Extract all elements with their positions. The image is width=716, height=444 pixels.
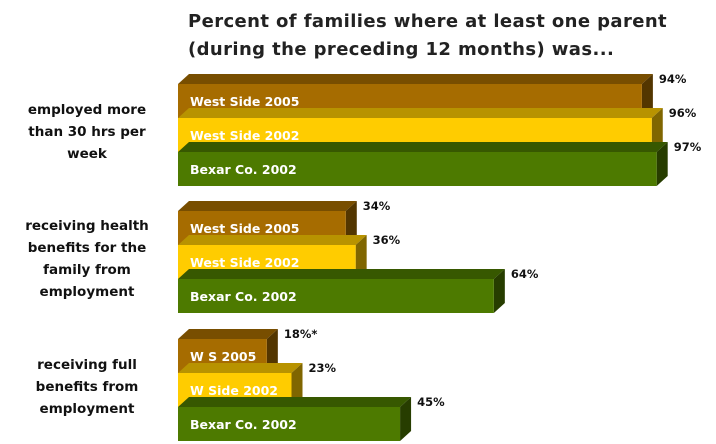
bar-top-face	[178, 363, 303, 373]
bar-group-3: W S 2005 18%* W Side 2002 23% Bexar Co. 2002…	[36, 327, 445, 441]
bar-side-face	[400, 397, 412, 441]
bar-top-face	[178, 235, 367, 245]
bar-side-face	[656, 142, 668, 186]
bar-value-label: 23%	[309, 361, 337, 375]
category-label: receiving health benefits for the family f…	[25, 218, 149, 300]
bar-series-label: Bexar Co. 2002	[190, 417, 297, 432]
bar	[178, 269, 505, 313]
bar-top-face	[178, 108, 663, 118]
bar-series-label: West Side 2005	[190, 94, 299, 109]
category-label-line: benefits for the	[28, 240, 147, 256]
bar-side-face	[266, 329, 278, 373]
category-label-line: receiving health	[25, 218, 149, 234]
bar-value-label: 94%	[659, 72, 687, 86]
category-label: employed more than 30 hrs per week	[28, 102, 146, 162]
bar-top-face	[178, 74, 653, 84]
category-label-line: receiving full	[37, 357, 137, 373]
bar-value-label: 64%	[511, 267, 539, 281]
category-label-line: employment	[40, 401, 135, 417]
bar-series-label: West Side 2002	[190, 255, 299, 270]
category-label-line: week	[67, 146, 108, 162]
bar-side-face	[355, 235, 367, 279]
bar-top-face	[178, 397, 412, 407]
bar-side-face	[641, 74, 653, 118]
bar	[178, 142, 668, 186]
bar-value-label: 45%	[417, 395, 445, 409]
bar-top-face	[178, 142, 668, 152]
bar-side-face	[345, 201, 357, 245]
bar-series-label: West Side 2005	[190, 221, 299, 236]
bar-side-face	[291, 363, 303, 407]
category-label-line: than 30 hrs per	[28, 124, 146, 140]
bar-front-face	[178, 279, 494, 313]
bar-value-label: 36%	[373, 233, 401, 247]
bar-value-label: 18%*	[284, 327, 318, 341]
chart-title-line-1: Percent of families where at least one p…	[188, 11, 668, 32]
bar-value-label: 97%	[674, 140, 702, 154]
bar-series-label: W S 2005	[190, 349, 256, 364]
bar-group-2: West Side 2005 34% West Side 2002 36% Bexar …	[25, 199, 539, 313]
bar-value-label: 34%	[363, 199, 391, 213]
category-label-line: benefits from	[36, 379, 139, 395]
bar-top-face	[178, 201, 357, 211]
bar-value-label: 96%	[669, 106, 697, 120]
bar-series-label: West Side 2002	[190, 128, 299, 143]
bar-front-face	[178, 407, 401, 441]
bar-series-label: Bexar Co. 2002	[190, 162, 297, 177]
bar	[178, 397, 412, 441]
category-label-line: employed more	[28, 102, 146, 118]
category-label: receiving full benefits from employment	[36, 357, 139, 417]
chart-title-line-2: (during the preceding 12 months) was...	[188, 39, 615, 60]
chart-title: Percent of families where at least one p…	[188, 8, 708, 64]
bar-side-face	[493, 269, 505, 313]
category-label-line: employment	[40, 284, 135, 300]
category-label-line: family from	[43, 262, 131, 278]
bar-group-1: West Side 2005 94% West Side 2002 96% Bexar …	[28, 72, 702, 186]
bar-top-face	[178, 269, 505, 279]
bar-top-face	[178, 329, 278, 339]
bar-series-label: Bexar Co. 2002	[190, 289, 297, 304]
bar-side-face	[651, 108, 663, 152]
bar-series-label: W Side 2002	[190, 383, 278, 398]
bar-front-face	[178, 152, 657, 186]
